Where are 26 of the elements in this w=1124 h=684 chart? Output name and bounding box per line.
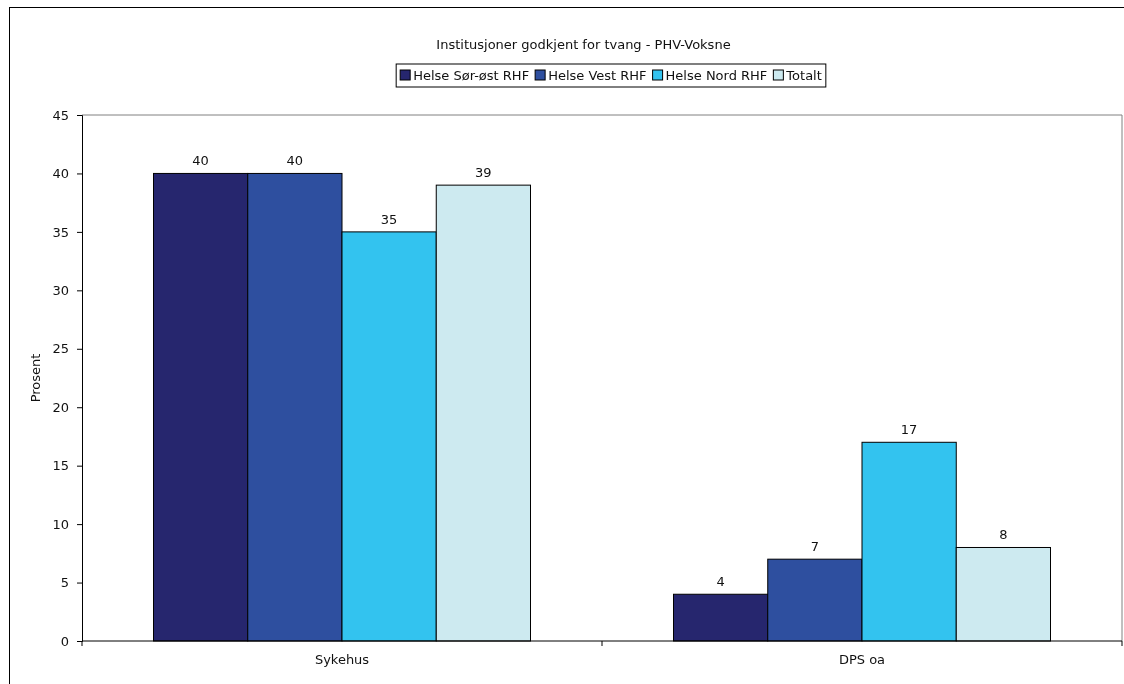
data-label: 7: [810, 539, 820, 555]
y-tick-label: 0: [60, 633, 69, 649]
data-label: 8: [999, 527, 1008, 543]
data-label: 17: [900, 422, 918, 438]
y-axis-title: Prosent: [28, 353, 43, 403]
y-tick-label: 5: [60, 575, 69, 591]
y-tick-label: 35: [52, 224, 69, 240]
legend-label: Helse Sør-øst RHF: [413, 68, 530, 83]
y-tick-label: 45: [52, 107, 69, 123]
y-tick-label: 30: [52, 282, 69, 298]
y-tick-label: 25: [52, 341, 69, 357]
x-tick-label: Sykehus: [314, 652, 370, 668]
y-tick-label: 10: [52, 516, 69, 532]
data-label: 4: [716, 574, 725, 590]
x-tick-label: DPS oa: [838, 652, 886, 668]
data-label: 35: [380, 211, 398, 227]
y-tick-label: 15: [52, 458, 69, 474]
legend-label: Helse Vest RHF: [548, 68, 647, 83]
chart-title: Institusjoner godkjent for tvang - PHV-Voksne: [436, 37, 731, 52]
legend-label: Totalt: [785, 68, 822, 83]
data-label: 40: [286, 153, 304, 169]
y-tick-label: 20: [52, 399, 69, 415]
data-label: 39: [475, 165, 492, 181]
legend-label: Helse Nord RHF: [665, 68, 768, 83]
y-tick-label: 40: [52, 166, 69, 182]
data-label: 40: [192, 153, 209, 169]
